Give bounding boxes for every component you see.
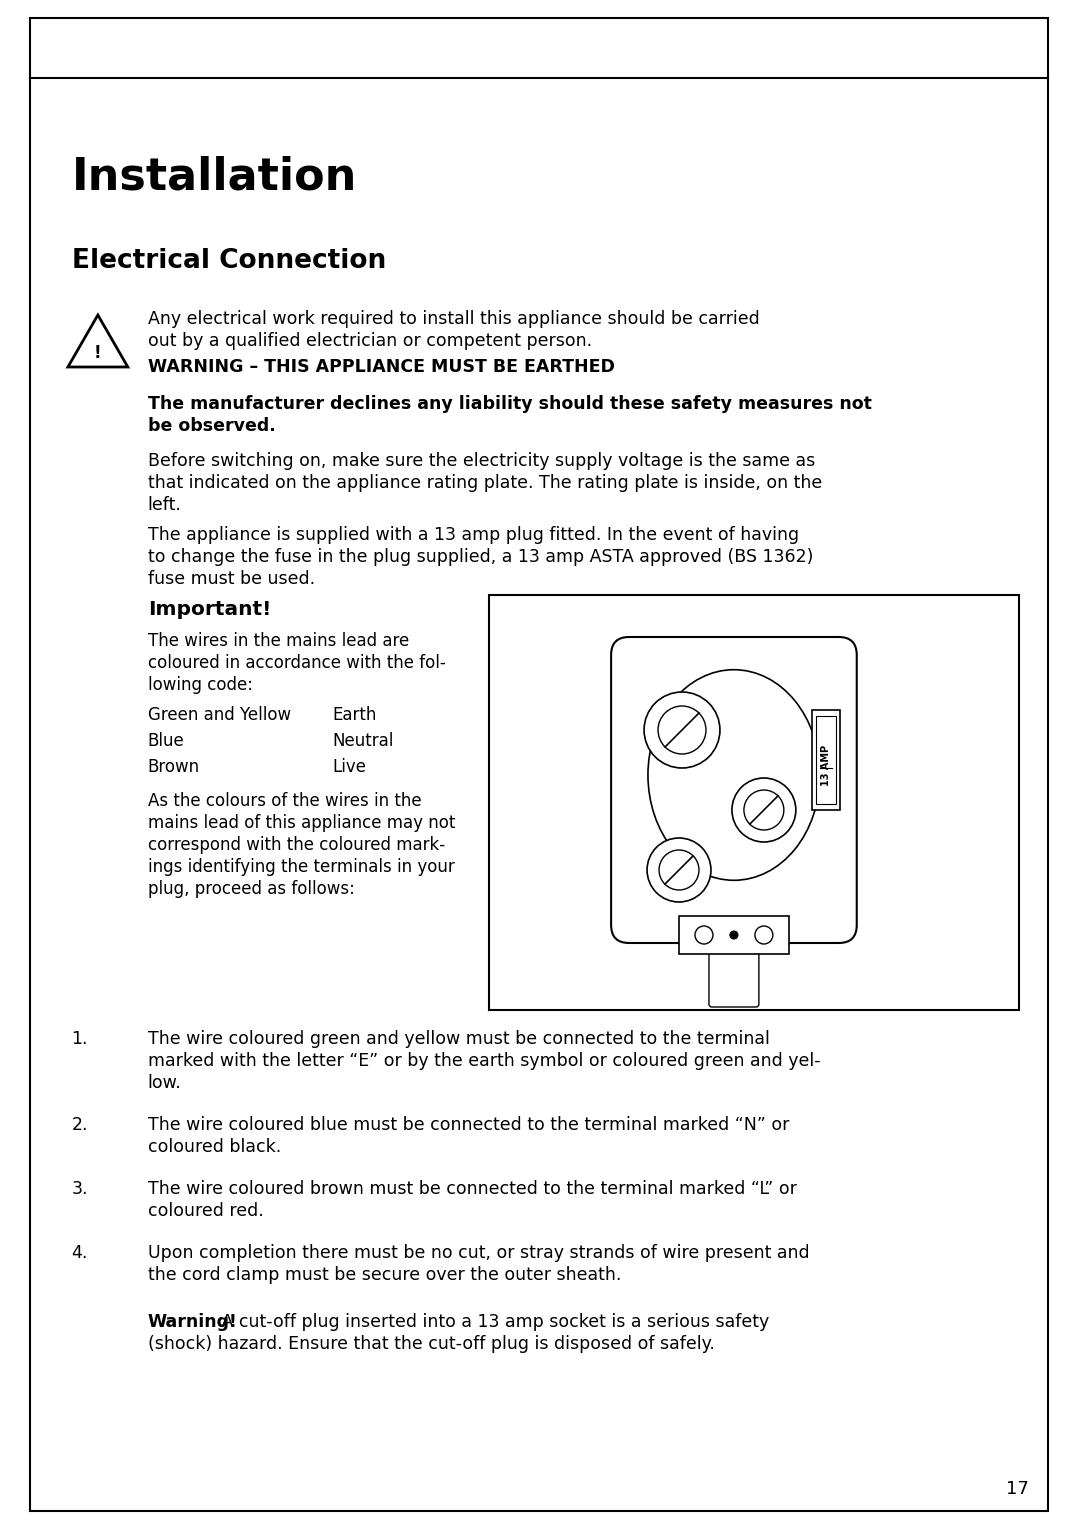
Text: The wire coloured blue must be connected to the terminal marked “N” or: The wire coloured blue must be connected… [148, 1116, 789, 1135]
Text: 2.: 2. [71, 1116, 87, 1135]
Text: The wire coloured green and yellow must be connected to the terminal: The wire coloured green and yellow must … [148, 1031, 770, 1047]
Text: The wire coloured brown must be connected to the terminal marked “L” or: The wire coloured brown must be connecte… [148, 1180, 797, 1199]
Text: D207: D207 [496, 994, 523, 1005]
Text: Before switching on, make sure the electricity supply voltage is the same as: Before switching on, make sure the elect… [148, 453, 815, 469]
Text: The appliance is supplied with a 13 amp plug fitted. In the event of having: The appliance is supplied with a 13 amp … [148, 526, 799, 544]
Text: fuse must be used.: fuse must be used. [148, 570, 315, 589]
Text: ings identifying the terminals in your: ings identifying the terminals in your [148, 858, 455, 876]
Circle shape [658, 706, 706, 754]
Text: mains lead of this appliance may not: mains lead of this appliance may not [148, 813, 455, 832]
Text: to change the fuse in the plug supplied, a 13 amp ASTA approved (BS 1362): to change the fuse in the plug supplied,… [148, 547, 813, 566]
Text: 1.: 1. [71, 1031, 87, 1047]
FancyBboxPatch shape [611, 638, 856, 943]
Text: Upon completion there must be no cut, or stray strands of wire present and: Upon completion there must be no cut, or… [148, 1245, 809, 1261]
Text: lowing code:: lowing code: [148, 676, 253, 694]
Text: plug, proceed as follows:: plug, proceed as follows: [148, 881, 354, 898]
Circle shape [755, 927, 773, 943]
Circle shape [659, 850, 699, 890]
Text: Installation: Installation [72, 154, 357, 197]
Text: Neutral: Neutral [333, 732, 394, 751]
Circle shape [647, 838, 711, 902]
Text: Warning!: Warning! [148, 1313, 238, 1332]
FancyBboxPatch shape [708, 951, 759, 1008]
Text: 17: 17 [1005, 1480, 1028, 1498]
Text: BROWN: BROWN [868, 870, 922, 884]
Text: !: ! [94, 344, 102, 362]
Text: CORD CLAMP: CORD CLAMP [819, 937, 912, 951]
Text: Live: Live [333, 758, 366, 777]
Polygon shape [68, 315, 127, 367]
Text: correspond with the coloured mark-: correspond with the coloured mark- [148, 836, 445, 855]
Text: 4.: 4. [71, 1245, 87, 1261]
Text: coloured red.: coloured red. [148, 1202, 264, 1220]
Text: Electrical Connection: Electrical Connection [72, 248, 387, 274]
Text: (shock) hazard. Ensure that the cut-off plug is disposed of safely.: (shock) hazard. Ensure that the cut-off … [148, 1335, 715, 1353]
Text: As the colours of the wires in the: As the colours of the wires in the [148, 792, 421, 810]
Text: The wires in the mains lead are: The wires in the mains lead are [148, 631, 409, 650]
Text: Green and Yellow: Green and Yellow [148, 706, 291, 725]
Text: A cut-off plug inserted into a 13 amp socket is a serious safety: A cut-off plug inserted into a 13 amp so… [216, 1313, 769, 1332]
Text: 3.: 3. [71, 1180, 87, 1199]
Bar [679, 916, 788, 954]
Text: 13 AMP. FUSE: 13 AMP. FUSE [799, 609, 894, 621]
Bar [812, 709, 840, 810]
Ellipse shape [648, 670, 820, 881]
Circle shape [644, 693, 720, 768]
Text: BLUE: BLUE [510, 942, 544, 956]
Text: low.: low. [148, 1073, 181, 1092]
Circle shape [732, 778, 796, 842]
Text: The manufacturer declines any liability should these safety measures not: The manufacturer declines any liability … [148, 394, 872, 413]
Text: out by a qualified electrician or competent person.: out by a qualified electrician or compet… [148, 332, 592, 350]
Bar [489, 595, 1018, 1011]
Text: Blue: Blue [148, 732, 185, 751]
Text: that indicated on the appliance rating plate. The rating plate is inside, on the: that indicated on the appliance rating p… [148, 474, 822, 492]
Text: coloured black.: coloured black. [148, 1138, 281, 1156]
Circle shape [744, 790, 784, 830]
Text: Important!: Important! [148, 599, 271, 619]
Bar [815, 716, 836, 804]
Circle shape [696, 927, 713, 943]
Text: the cord clamp must be secure over the outer sheath.: the cord clamp must be secure over the o… [148, 1266, 621, 1284]
Text: WARNING – THIS APPLIANCE MUST BE EARTHED: WARNING – THIS APPLIANCE MUST BE EARTHED [148, 358, 615, 376]
Circle shape [730, 931, 738, 939]
Text: marked with the letter “E” or by the earth symbol or coloured green and yel-: marked with the letter “E” or by the ear… [148, 1052, 821, 1070]
Text: Earth: Earth [333, 706, 377, 725]
Text: GREEN & YELLOW: GREEN & YELLOW [510, 609, 634, 621]
Text: left.: left. [148, 495, 181, 514]
Text: coloured in accordance with the fol-: coloured in accordance with the fol- [148, 654, 446, 673]
Text: 13 AMP: 13 AMP [821, 745, 831, 786]
Text: Any electrical work required to install this appliance should be carried: Any electrical work required to install … [148, 310, 759, 329]
Text: be observed.: be observed. [148, 417, 275, 434]
Text: Brown: Brown [148, 758, 200, 777]
